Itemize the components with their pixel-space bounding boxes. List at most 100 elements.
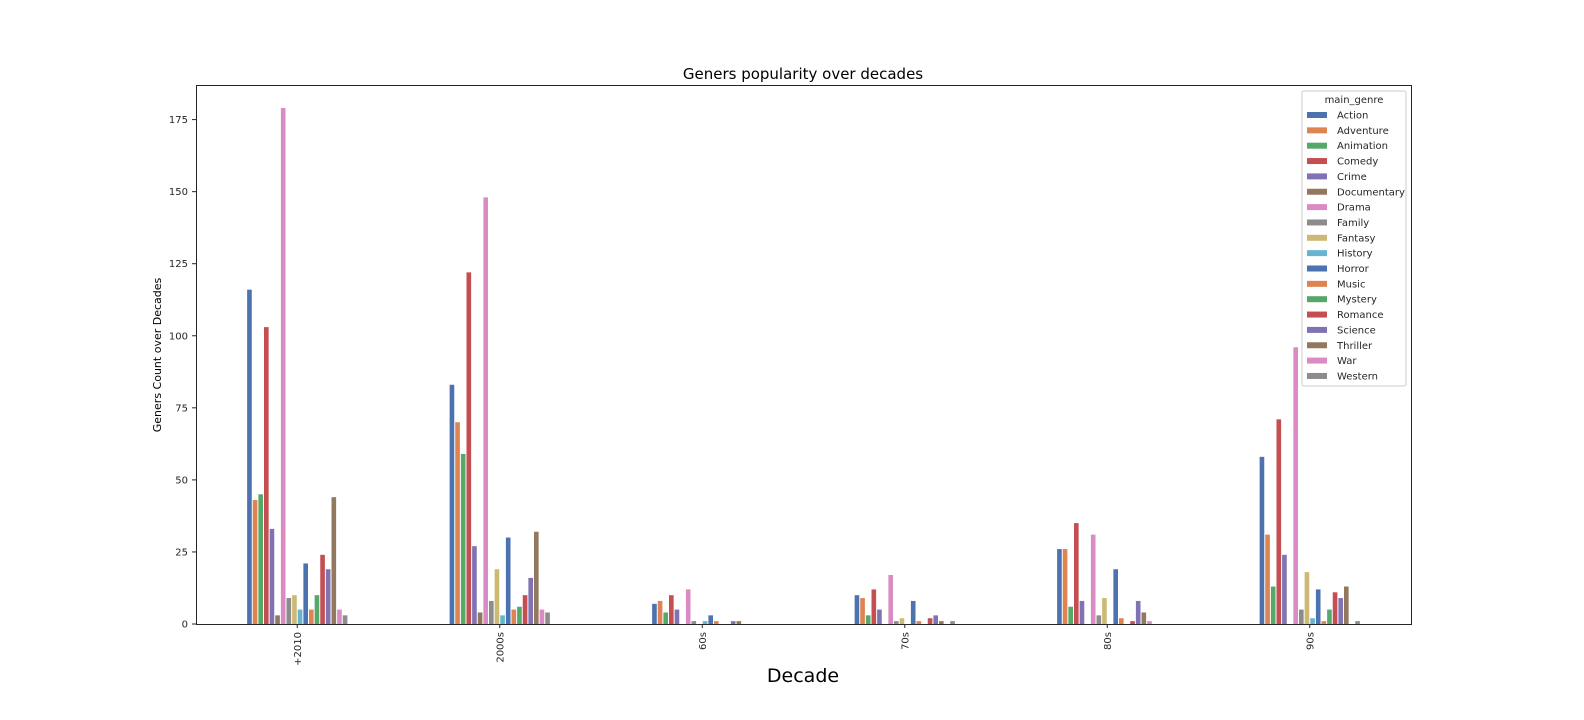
bar-science-90s (1338, 598, 1344, 624)
bar-documentary-2010 (275, 615, 280, 624)
bar-action-60s (652, 603, 657, 624)
bar-war-2010 (337, 609, 342, 624)
bar-animation-60s (663, 612, 669, 624)
bar-drama-2000s (483, 197, 489, 624)
bar-music-90s (1321, 621, 1327, 624)
bar-fantasy-80s (1102, 598, 1107, 624)
bar-science-80s (1135, 600, 1141, 624)
bar-horror-90s (1315, 589, 1321, 624)
bar-science-60s (730, 621, 736, 624)
x-tick-label: 2000s (495, 632, 506, 663)
bar-romance-2000s (522, 595, 528, 624)
bar-adventure-60s (657, 600, 663, 624)
y-tick-label: 25 (175, 547, 188, 558)
bar-science-70s (933, 615, 939, 624)
x-tick-label: 80s (1103, 632, 1114, 650)
x-axis-title: Decade (767, 665, 839, 687)
bar-crime-70s (877, 609, 882, 624)
bar-family-2010 (286, 598, 292, 624)
legend-label-fantasy: Fantasy (1337, 233, 1376, 244)
bar-comedy-80s (1074, 523, 1079, 624)
legend-swatch-crime (1307, 173, 1327, 180)
bar-mystery-90s (1327, 609, 1332, 624)
legend-label-war: War (1337, 356, 1357, 367)
bar-animation-2000s (460, 453, 466, 624)
bar-romance-90s (1332, 592, 1338, 624)
x-axis: +2010 2000s 60s 70s 80s 90s (293, 624, 1316, 666)
bar-war-80s (1147, 621, 1152, 624)
bar-adventure-90s (1265, 534, 1270, 624)
bar-horror-70s (910, 600, 916, 624)
bar-fantasy-70s (899, 618, 905, 624)
bar-music-60s (714, 621, 719, 624)
legend-swatch-mystery (1307, 296, 1327, 303)
bar-mystery-2010 (314, 595, 320, 624)
y-tick-label: 0 (182, 620, 188, 631)
bar-horror-2000s (505, 537, 511, 624)
bar-thriller-2010 (331, 497, 337, 624)
bar-comedy-2000s (466, 272, 472, 624)
legend-swatch-horror (1307, 265, 1327, 272)
legend-label-science: Science (1337, 325, 1376, 336)
bar-music-80s (1119, 618, 1124, 624)
legend-swatch-western (1307, 372, 1327, 379)
bar-fantasy-2010 (292, 595, 297, 624)
y-tick-label: 150 (169, 187, 188, 198)
legend-swatch-thriller (1307, 342, 1327, 349)
bar-crime-60s (674, 609, 680, 624)
legend-label-adventure: Adventure (1337, 126, 1389, 137)
bar-thriller-2000s (534, 531, 539, 624)
bar-science-2000s (528, 577, 534, 624)
bar-war-2000s (539, 609, 545, 624)
bar-animation-80s (1068, 606, 1074, 624)
bar-history-60s (702, 621, 708, 624)
bar-comedy-70s (871, 589, 877, 624)
bar-animation-2010 (258, 494, 264, 624)
bar-music-2010 (309, 609, 314, 624)
x-tick-label: 70s (900, 632, 911, 650)
chart-title: Geners popularity over decades (683, 65, 923, 83)
bar-thriller-60s (736, 621, 742, 624)
bar-animation-90s (1270, 586, 1276, 624)
legend-label-drama: Drama (1337, 203, 1371, 214)
legend-swatch-music (1307, 280, 1327, 287)
bar-horror-2010 (303, 563, 309, 624)
bar-family-2000s (489, 600, 494, 624)
bar-fantasy-2000s (494, 569, 500, 624)
bar-mystery-2000s (517, 606, 522, 624)
bar-western-2000s (545, 612, 550, 624)
bar-horror-80s (1113, 569, 1119, 624)
plot-area (247, 108, 1360, 624)
bar-thriller-70s (939, 621, 944, 624)
bar-action-2000s (449, 384, 455, 624)
bar-romance-70s (927, 618, 933, 624)
legend-swatch-animation (1307, 142, 1327, 149)
y-tick-label: 75 (175, 403, 188, 414)
x-tick-label: 90s (1305, 632, 1316, 650)
bar-comedy-2010 (264, 327, 269, 624)
bar-adventure-80s (1062, 549, 1068, 624)
bar-music-2000s (511, 609, 517, 624)
legend-label-western: Western (1337, 371, 1378, 382)
legend-swatch-romance (1307, 311, 1327, 318)
bar-family-90s (1299, 609, 1304, 624)
legend-label-animation: Animation (1337, 141, 1388, 152)
bar-music-70s (916, 621, 922, 624)
legend-swatch-family (1307, 219, 1327, 226)
bar-drama-90s (1293, 347, 1299, 624)
bar-drama-60s (685, 589, 691, 624)
legend-label-action: Action (1337, 111, 1368, 122)
bar-science-2010 (325, 569, 331, 624)
legend-swatch-comedy (1307, 158, 1327, 165)
legend-swatch-action (1307, 112, 1327, 118)
bar-crime-90s (1282, 554, 1287, 624)
bar-drama-80s (1090, 534, 1096, 624)
legend-swatch-adventure (1307, 127, 1327, 134)
legend: main_genre Action Adventure Animation Comed… (1301, 90, 1407, 387)
plot-frame (196, 85, 1412, 625)
bar-adventure-70s (860, 598, 865, 624)
y-axis: 0 25 50 75 100 125 150 175 (169, 115, 196, 631)
bar-animation-70s (865, 615, 871, 624)
bar-horror-60s (708, 615, 714, 624)
